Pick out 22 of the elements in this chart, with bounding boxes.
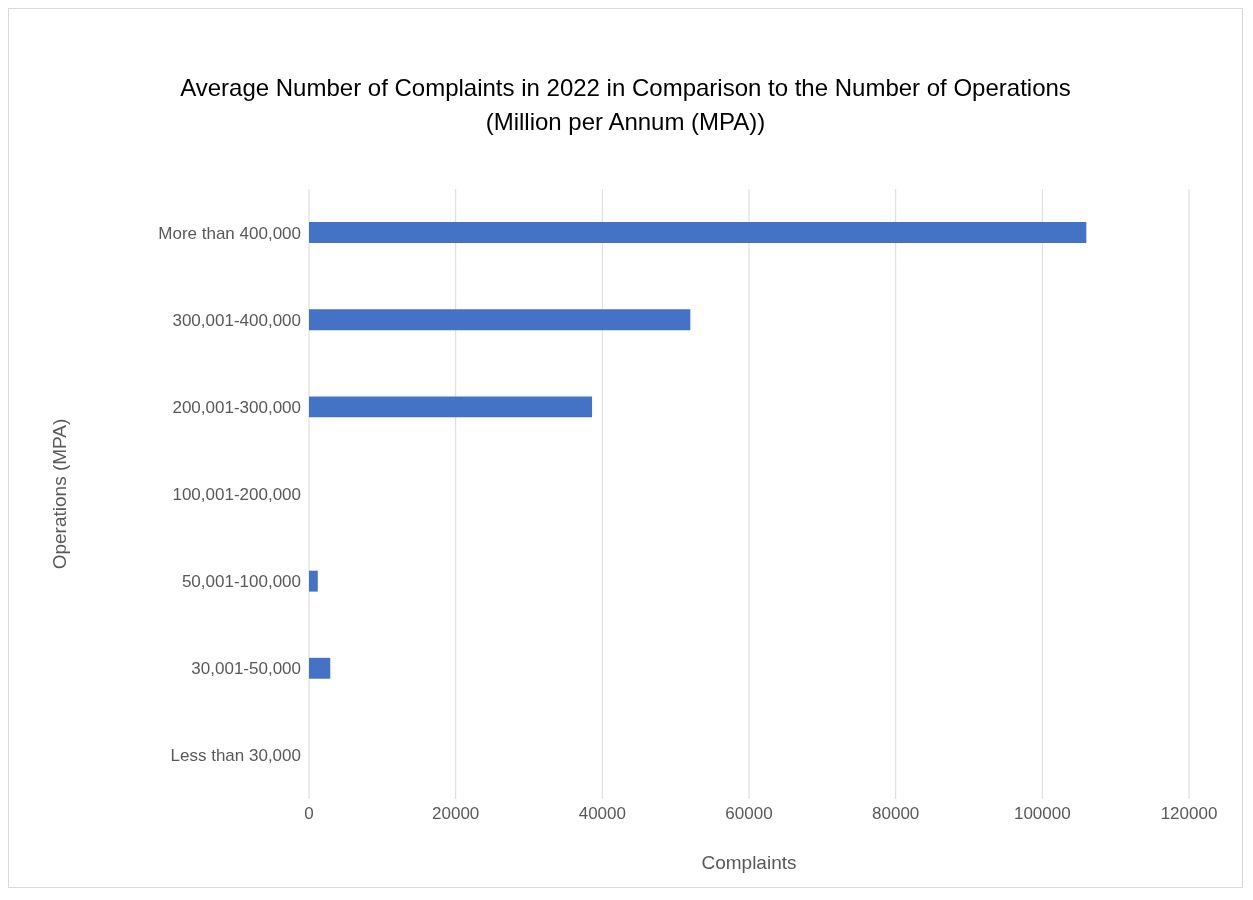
y-tick-label: 300,001-400,000 — [172, 310, 301, 330]
y-axis-title: Operations (MPA) — [48, 418, 70, 570]
y-tick-label: 100,001-200,000 — [172, 485, 301, 505]
y-tick-label: More than 400,000 — [158, 223, 301, 243]
x-tick-label: 60000 — [725, 804, 773, 824]
bar — [309, 396, 593, 418]
bar — [309, 222, 1087, 244]
y-tick-label: 200,001-300,000 — [172, 397, 301, 417]
x-tick-label: 20000 — [432, 804, 480, 824]
bar — [309, 570, 318, 592]
y-tick-label: 50,001-100,000 — [181, 572, 301, 592]
x-tick-label: 40000 — [578, 804, 626, 824]
chart-title: Average Number of Complaints in 2022 in Comparison to the Number of Operations (Million per Annum (MPA)) — [179, 73, 1072, 137]
bar — [309, 657, 331, 679]
x-axis-title: Complaints — [701, 852, 797, 873]
y-tick-label: Less than 30,000 — [170, 746, 301, 766]
y-tick-label: 30,001-50,000 — [191, 659, 301, 679]
bar — [309, 309, 691, 331]
x-tick-label: 100000 — [1013, 804, 1071, 824]
x-tick-label: 120000 — [1160, 804, 1218, 824]
x-tick-label: 80000 — [872, 804, 920, 824]
x-tick-label: 0 — [304, 804, 314, 824]
